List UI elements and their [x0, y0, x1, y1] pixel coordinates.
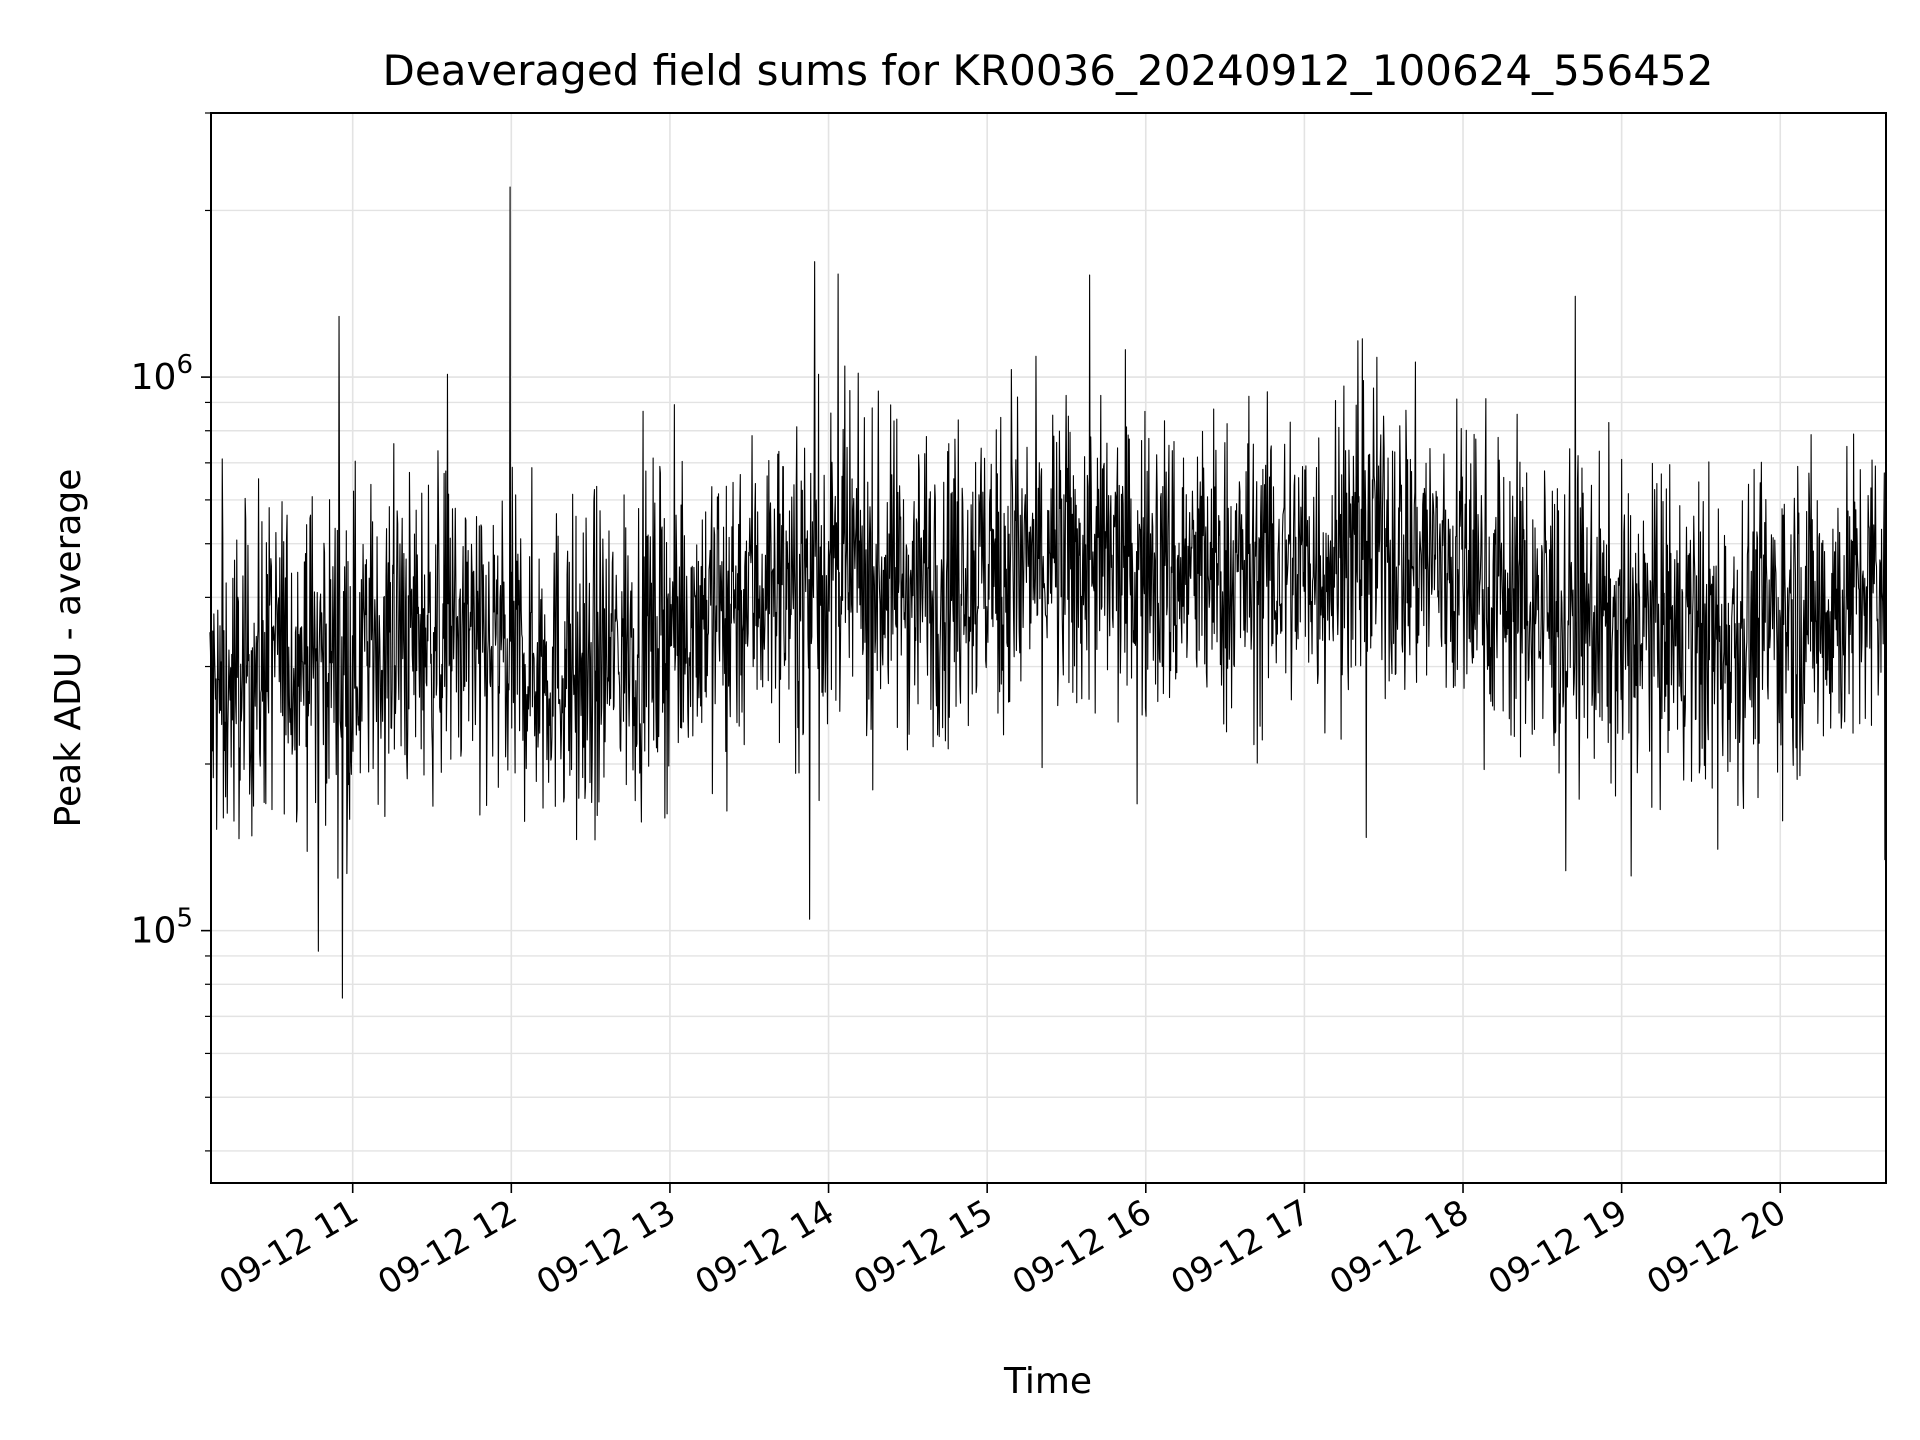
y-tick-label: 106	[131, 350, 193, 398]
series-line	[209, 186, 1887, 999]
chart-title: Deaveraged field sums for KR0036_2024091…	[383, 46, 1714, 95]
plot-frame	[210, 112, 1887, 1184]
x-axis-label: Time	[1003, 1361, 1092, 1402]
y-axis-label: Peak ADU - average	[48, 469, 89, 828]
data-layer	[209, 186, 1887, 999]
y-tick-label: 105	[131, 904, 193, 952]
